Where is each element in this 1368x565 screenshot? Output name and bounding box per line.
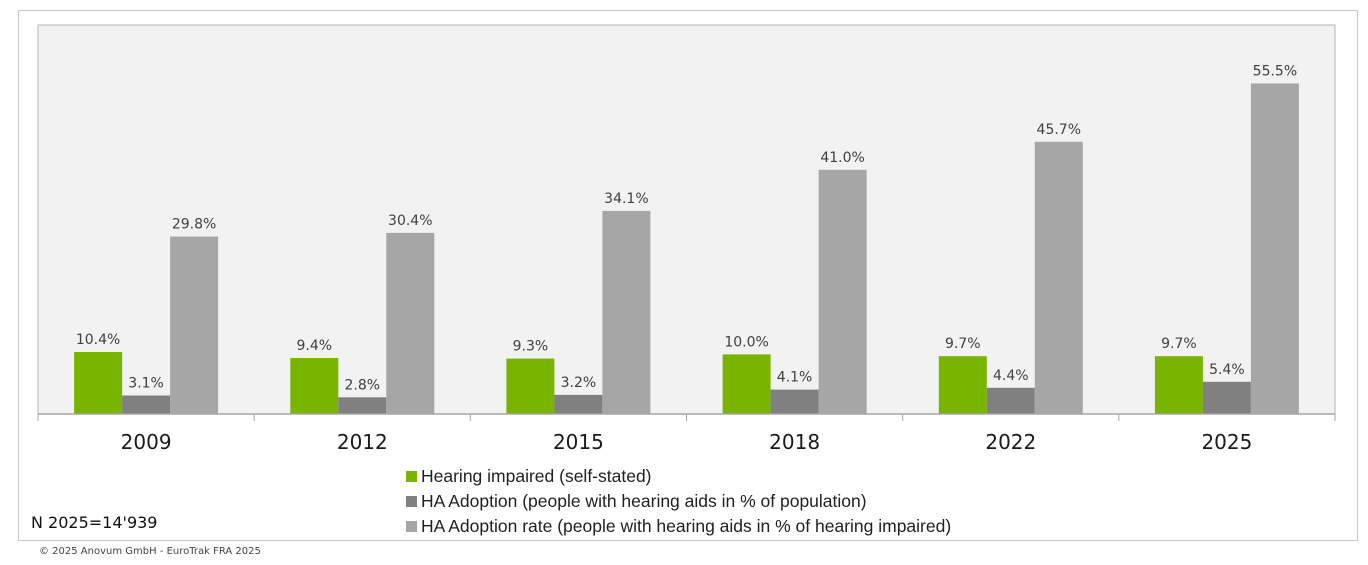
data-label-2015-series-3: 34.1% — [604, 191, 648, 207]
x-tick-label-2018: 2018 — [769, 430, 820, 454]
bar-2025-series-1 — [1154, 356, 1203, 414]
data-label-2009-series-1: 10.4% — [76, 332, 120, 348]
copyright-text: © 2025 Anovum GmbH - EuroTrak FRA 2025 — [39, 546, 261, 557]
legend-item-ha-adoption: HA Adoption (people with hearing aids in… — [406, 489, 951, 514]
bar-2018-series-2 — [770, 389, 819, 414]
bars-layer: 10.4% 3.1% 29.8% 9.4% 2.8% 30.4% 9.3% 3.2% 34.1%… — [74, 63, 1299, 415]
legend-item-ha-adoption-rate: HA Adoption rate (people with hearing ai… — [406, 514, 951, 539]
legend-swatch-icon — [406, 521, 417, 532]
bar-2009-series-3 — [170, 236, 219, 414]
bar-2018-series-3 — [818, 169, 867, 414]
legend-swatch-icon — [406, 471, 417, 482]
bar-2025-series-2 — [1202, 381, 1251, 414]
bar-2022-series-1 — [938, 356, 987, 414]
data-label-2025-series-2: 5.4% — [1209, 362, 1245, 378]
x-tick-label-2025: 2025 — [1201, 430, 1252, 454]
data-label-2022-series-1: 9.7% — [945, 336, 981, 352]
data-label-2012-series-1: 9.4% — [297, 338, 333, 354]
data-label-2009-series-3: 29.8% — [172, 217, 216, 233]
bar-2012-series-1 — [290, 358, 339, 414]
bar-2025-series-3 — [1250, 83, 1299, 415]
bar-2022-series-3 — [1034, 141, 1083, 415]
bar-2018-series-1 — [722, 354, 771, 414]
x-tick-label-2022: 2022 — [985, 430, 1036, 454]
x-tick-label-2012: 2012 — [337, 430, 388, 454]
legend-swatch-icon — [406, 496, 417, 507]
legend-label: HA Adoption rate (people with hearing ai… — [421, 516, 952, 536]
data-label-2022-series-3: 45.7% — [1037, 122, 1081, 138]
plot-area — [37, 24, 1336, 415]
data-label-2018-series-3: 41.0% — [820, 150, 864, 166]
data-label-2025-series-1: 9.7% — [1161, 336, 1197, 352]
legend-label: HA Adoption (people with hearing aids in… — [421, 491, 867, 511]
data-label-2012-series-2: 2.8% — [345, 377, 381, 393]
bar-2015-series-2 — [554, 394, 603, 414]
bar-2012-series-2 — [338, 397, 387, 414]
sample-size-note: N 2025=14'939 — [31, 513, 158, 532]
bar-2009-series-1 — [74, 352, 123, 414]
legend: Hearing impaired (self-stated) HA Adopti… — [406, 464, 951, 539]
bar-2009-series-2 — [122, 395, 171, 414]
data-label-2012-series-3: 30.4% — [388, 213, 432, 229]
data-label-2018-series-2: 4.1% — [777, 370, 813, 386]
data-label-2025-series-3: 55.5% — [1253, 63, 1297, 79]
legend-label: Hearing impaired (self-stated) — [421, 466, 652, 486]
bar-2012-series-3 — [386, 232, 435, 414]
data-label-2015-series-1: 9.3% — [513, 339, 549, 355]
data-label-2018-series-1: 10.0% — [724, 334, 768, 350]
x-axis: 2009 2012 2015 2018 2022 2025 — [37, 413, 1336, 454]
bar-2015-series-1 — [506, 358, 555, 414]
data-label-2009-series-2: 3.1% — [128, 376, 164, 392]
x-tick-label-2015: 2015 — [553, 430, 604, 454]
bar-2022-series-2 — [986, 387, 1035, 414]
legend-item-hearing-impaired: Hearing impaired (self-stated) — [406, 464, 951, 489]
bar-2015-series-3 — [602, 210, 651, 414]
x-tick-label-2009: 2009 — [121, 430, 172, 454]
data-label-2015-series-2: 3.2% — [561, 375, 597, 391]
data-label-2022-series-2: 4.4% — [993, 368, 1029, 384]
